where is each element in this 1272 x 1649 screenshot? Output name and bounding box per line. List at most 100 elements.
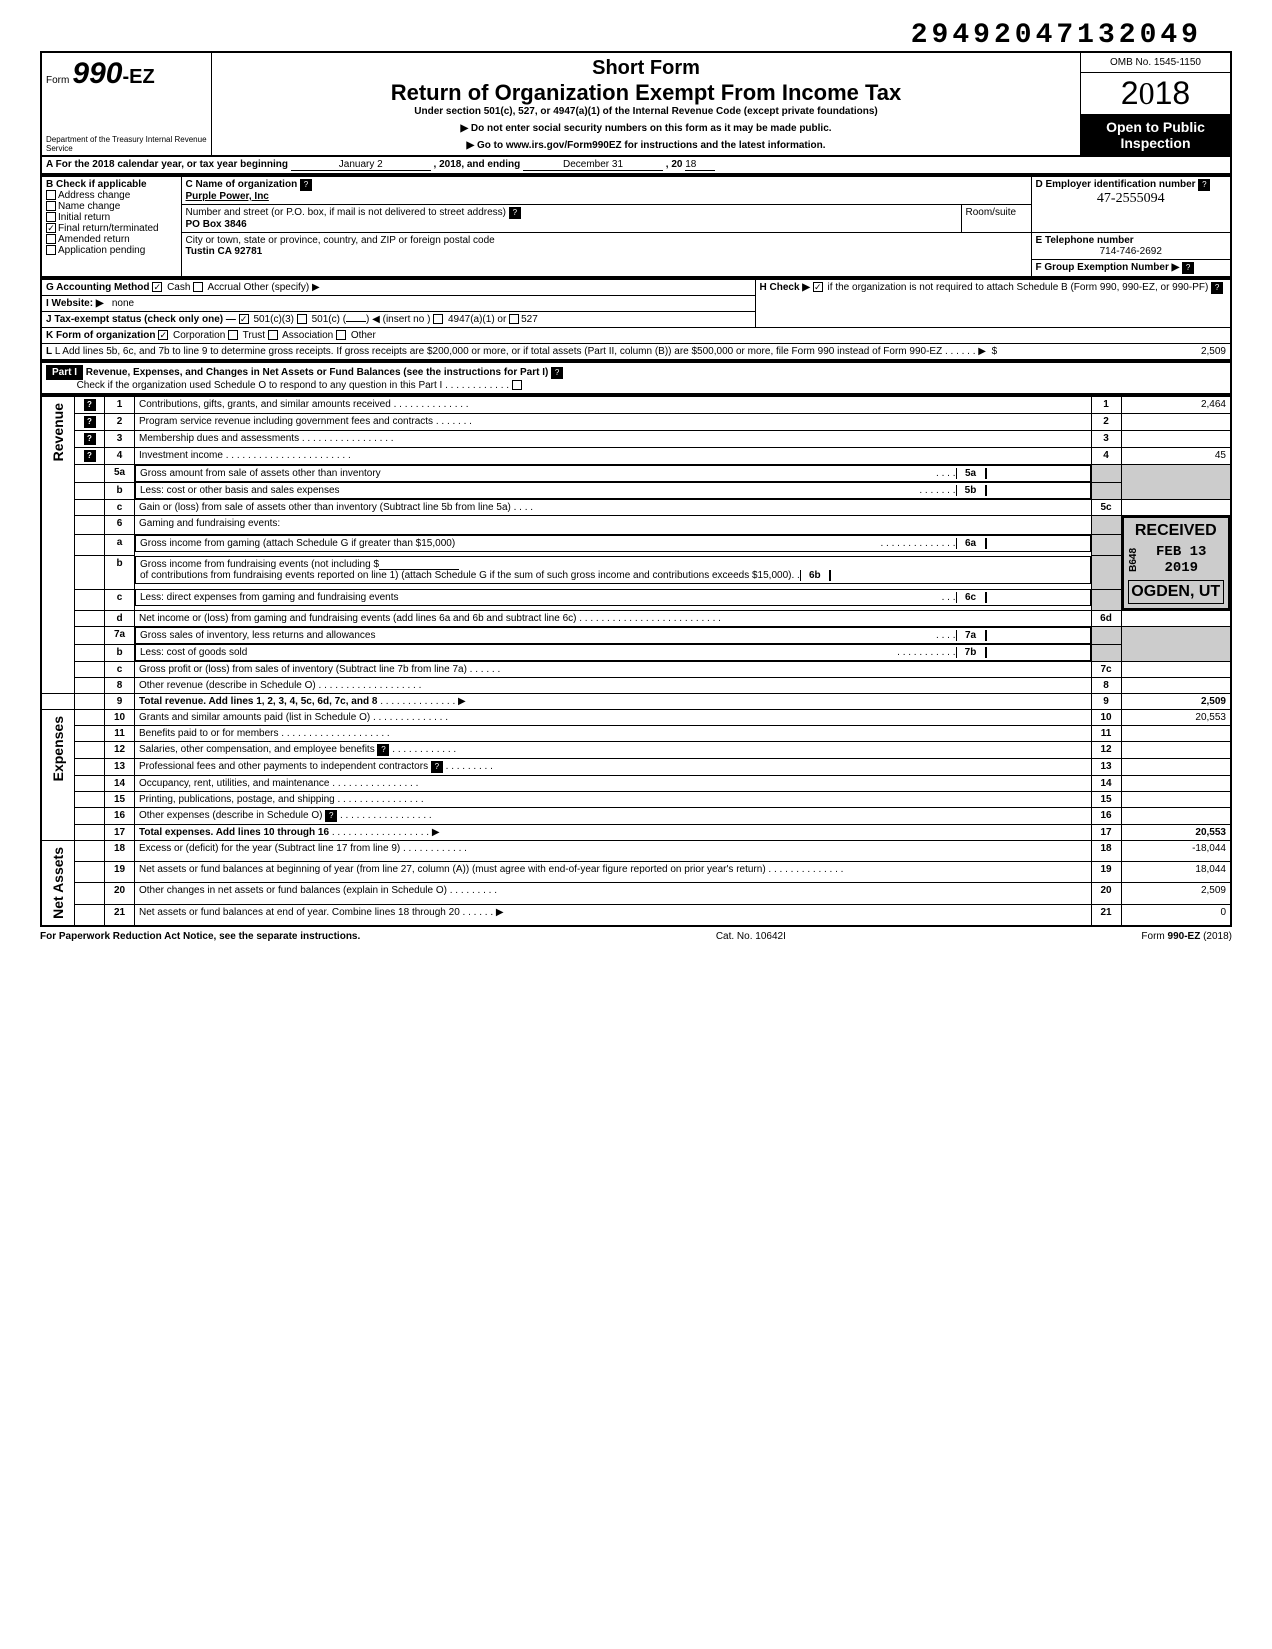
line-14-box: 14	[1091, 776, 1121, 792]
help-icon[interactable]: ?	[1198, 179, 1210, 191]
line-14-text: Occupancy, rent, utilities, and maintena…	[139, 778, 329, 789]
line-16-amt	[1121, 808, 1231, 825]
line-3-box: 3	[1091, 431, 1121, 448]
line-7b-text: Less: cost of goods sold	[140, 647, 897, 658]
received-loc: OGDEN, UT	[1128, 580, 1225, 604]
line-2-amt	[1121, 414, 1231, 431]
check-final-return[interactable]	[46, 223, 56, 233]
help-icon[interactable]: ?	[84, 416, 96, 428]
org-name: Purple Power, Inc	[186, 191, 269, 202]
line-6b-num: b	[105, 556, 135, 590]
check-cash[interactable]	[152, 282, 162, 292]
line-13-amt	[1121, 759, 1231, 776]
check-app-pending[interactable]	[46, 245, 56, 255]
line-15-amt	[1121, 792, 1231, 808]
line-19-box: 19	[1091, 862, 1121, 883]
check-schedule-o[interactable]	[512, 380, 522, 390]
warning-1: ▶ Do not enter social security numbers o…	[216, 123, 1076, 134]
section-f-label: F Group Exemption Number ▶	[1036, 262, 1180, 273]
line-18-box: 18	[1091, 841, 1121, 862]
help-icon[interactable]: ?	[84, 433, 96, 445]
line-4-text: Investment income	[139, 450, 223, 461]
line-15-num: 15	[105, 792, 135, 808]
period-yy: 18	[685, 159, 715, 171]
help-icon[interactable]: ?	[431, 761, 443, 773]
label-501c: 501(c) (	[312, 314, 346, 325]
line-3-text: Membership dues and assessments	[139, 433, 299, 444]
line-4-num: 4	[105, 448, 135, 465]
line-13-text: Professional fees and other payments to …	[139, 761, 428, 772]
line-9-text: Total revenue. Add lines 1, 2, 3, 4, 5c,…	[139, 696, 377, 707]
line-5c-num: c	[105, 500, 135, 516]
help-icon[interactable]: ?	[84, 450, 96, 462]
check-501c[interactable]	[297, 314, 307, 324]
check-527[interactable]	[509, 314, 519, 324]
short-form-label: Short Form	[216, 57, 1076, 80]
check-h[interactable]	[813, 282, 823, 292]
check-accrual[interactable]	[193, 282, 203, 292]
line-l-arrow: ▶	[978, 346, 986, 357]
check-address-change[interactable]	[46, 190, 56, 200]
help-icon[interactable]: ?	[325, 810, 337, 822]
form-header: Form 990-EZ Department of the Treasury I…	[40, 51, 1232, 155]
line-12-amt	[1121, 742, 1231, 759]
label-cash: Cash	[167, 282, 190, 293]
section-e-label: E Telephone number	[1036, 235, 1134, 246]
check-name-change[interactable]	[46, 201, 56, 211]
phone-value: 714-746-2692	[1036, 246, 1227, 257]
line-19-amt: 18,044	[1121, 862, 1231, 883]
check-corp[interactable]	[158, 330, 168, 340]
line-5b-num: b	[105, 482, 135, 500]
check-initial-return[interactable]	[46, 212, 56, 222]
check-501c3[interactable]	[239, 314, 249, 324]
help-icon[interactable]: ?	[1211, 282, 1223, 294]
section-c-label: C Name of organization	[186, 179, 298, 190]
line-16-box: 16	[1091, 808, 1121, 825]
line-11-num: 11	[105, 726, 135, 742]
help-icon[interactable]: ?	[551, 367, 563, 379]
received-title: RECEIVED	[1128, 522, 1225, 540]
check-amended[interactable]	[46, 234, 56, 244]
check-other-org[interactable]	[336, 330, 346, 340]
help-icon[interactable]: ?	[1182, 262, 1194, 274]
line-5a-inbox: 5a	[956, 468, 986, 479]
line-21-text: Net assets or fund balances at end of ye…	[139, 907, 460, 918]
line-17-text: Total expenses. Add lines 10 through 16	[139, 827, 329, 838]
help-icon[interactable]: ?	[300, 179, 312, 191]
line-15-box: 15	[1091, 792, 1121, 808]
footer: For Paperwork Reduction Act Notice, see …	[40, 927, 1232, 942]
line-6a-text: Gross income from gaming (attach Schedul…	[140, 538, 880, 549]
expenses-section-label: Expenses	[46, 712, 70, 785]
check-assoc[interactable]	[268, 330, 278, 340]
line-2-text: Program service revenue including govern…	[139, 416, 433, 427]
help-icon[interactable]: ?	[377, 744, 389, 756]
line-1-amt: 2,464	[1121, 396, 1231, 414]
line-8-num: 8	[105, 678, 135, 694]
line-j-label: J Tax-exempt status (check only one) —	[46, 314, 236, 325]
help-icon[interactable]: ?	[84, 399, 96, 411]
line-6d-text: Net income or (loss) from gaming and fun…	[139, 613, 576, 624]
line-k-label: K Form of organization	[46, 330, 155, 341]
label-assoc: Association	[282, 330, 333, 341]
help-icon[interactable]: ?	[509, 207, 521, 219]
check-trust[interactable]	[228, 330, 238, 340]
check-4947[interactable]	[433, 314, 443, 324]
label-initial-return: Initial return	[58, 212, 110, 223]
line-16-text: Other expenses (describe in Schedule O)	[139, 810, 322, 821]
part1-label: Part I	[46, 365, 83, 380]
part1-check-text: Check if the organization used Schedule …	[77, 380, 443, 391]
revenue-section-label: Revenue	[46, 399, 70, 465]
line-19-num: 19	[105, 862, 135, 883]
line-18-num: 18	[105, 841, 135, 862]
room-label: Room/suite	[966, 207, 1017, 218]
label-trust: Trust	[243, 330, 265, 341]
label-other-method: Other (specify) ▶	[244, 282, 320, 293]
line-14-num: 14	[105, 776, 135, 792]
line-13-num: 13	[105, 759, 135, 776]
line-i-label: I Website: ▶	[46, 298, 104, 309]
line-18-amt: -18,044	[1121, 841, 1231, 862]
arrow-icon: ▶	[432, 827, 440, 838]
tax-year: 20201818	[1081, 73, 1230, 115]
label-501c3: 501(c)(3)	[253, 314, 294, 325]
line-6b-text: Gross income from fundraising events (no…	[140, 559, 379, 570]
